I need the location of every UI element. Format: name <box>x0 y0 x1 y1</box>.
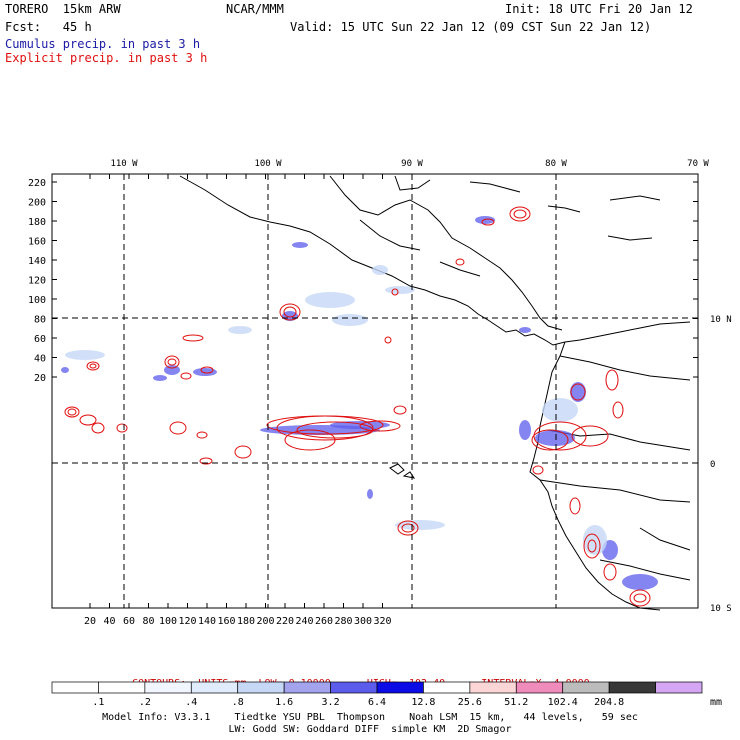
y-tick-label: 140 <box>28 256 46 267</box>
y-tick-label: 80 <box>34 315 46 326</box>
longitude-label: 70 W <box>687 159 709 169</box>
explicit-precip-contours <box>64 206 651 607</box>
x-tick-label: 100 <box>159 616 177 627</box>
explicit-legend-text: Explicit precip. in past 3 h <box>5 51 208 65</box>
colorbar-label: 3.2 <box>322 697 340 708</box>
colorbar-label: 25.6 <box>458 697 482 708</box>
model-info-line: Model Info: V3.3.1 Tiedtke YSU PBL Thomp… <box>102 712 638 723</box>
colorbar-swatch <box>51 681 99 694</box>
cumulus-cell <box>164 365 180 375</box>
forecast-hour: Fcst: 45 h <box>5 20 92 34</box>
x-tick-label: 20 <box>84 616 96 627</box>
colorbar-label: 102.4 <box>548 697 578 708</box>
colorbar-label: .8 <box>232 697 244 708</box>
cumulus-cell <box>519 420 531 440</box>
map-border <box>51 173 699 609</box>
colorbar-swatch <box>190 681 239 694</box>
y-tick-label: 200 <box>28 198 46 209</box>
y-tick-label: 100 <box>28 295 46 306</box>
colorbar-swatch <box>144 681 192 694</box>
colorbar-swatch <box>423 681 471 694</box>
colorbar-swatch <box>376 681 424 694</box>
cumulus-cell <box>519 327 531 333</box>
colorbar-swatch <box>515 681 564 694</box>
colorbar-swatch <box>330 681 378 694</box>
colorbar-label: 6.4 <box>368 697 386 708</box>
colorbar-label: 51.2 <box>504 697 528 708</box>
x-tick-label: 260 <box>315 616 333 627</box>
model-title: TORERO 15km ARW <box>5 2 121 16</box>
colorbar-label: .2 <box>139 697 151 708</box>
y-tick-label: 220 <box>28 178 46 189</box>
y-tick-label: 60 <box>34 334 46 345</box>
x-tick-label: 280 <box>334 616 352 627</box>
cumulus-cell <box>622 574 658 590</box>
x-tick-label: 60 <box>123 616 135 627</box>
y-tick-label: 160 <box>28 237 46 248</box>
valid-time: Valid: 15 UTC Sun 22 Jan 12 (09 CST Sun … <box>290 20 652 34</box>
colorbar-swatch <box>283 681 331 694</box>
colorbar-swatch <box>98 681 146 694</box>
colorbar-label: .1 <box>92 697 104 708</box>
colorbar-label: .4 <box>185 697 197 708</box>
cumulus-cell <box>367 489 373 499</box>
coastlines <box>179 175 691 611</box>
cumulus-cell <box>570 382 586 402</box>
x-tick-label: 80 <box>142 616 154 627</box>
latitude-label: 10 N <box>710 315 732 325</box>
cumulus-cell <box>292 242 308 248</box>
longitude-label: 90 W <box>401 159 423 169</box>
x-tick-label: 200 <box>256 616 274 627</box>
colorbar-swatch <box>655 681 703 694</box>
y-tick-label: 20 <box>34 373 46 384</box>
light-precip-areas <box>65 265 607 555</box>
longitude-label: 80 W <box>545 159 567 169</box>
colorbar-swatch <box>562 681 610 694</box>
colorbar-unit: mm <box>710 697 723 708</box>
cumulus-cell <box>475 216 495 224</box>
x-tick-label: 120 <box>178 616 196 627</box>
latitude-label: 0 <box>710 460 715 470</box>
x-tick-label: 180 <box>237 616 255 627</box>
colorbar-swatch <box>608 681 656 694</box>
center-name: NCAR/MMM <box>226 2 284 16</box>
y-tick-label: 120 <box>28 276 46 287</box>
colorbar-swatch <box>237 681 285 694</box>
cumulus-cell <box>535 430 575 446</box>
longitude-label: 100 W <box>254 159 282 169</box>
colorbar-label: 204.8 <box>594 697 624 708</box>
init-time: Init: 18 UTC Fri 20 Jan 12 <box>505 2 693 16</box>
colorbar-label: 1.6 <box>275 697 293 708</box>
colorbar: .1 .2 .4 .8 1.6 3.2 6.4 12.8 25.6 51.2 102.4 204.8 <box>51 681 703 708</box>
y-tick-label: 180 <box>28 217 46 228</box>
x-tick-label: 320 <box>373 616 391 627</box>
cumulus-cell <box>61 367 69 373</box>
model-physics-line: LW: Godd SW: Goddard DIFF simple KM 2D S… <box>228 724 512 735</box>
colorbar-swatch <box>469 681 517 694</box>
x-tick-label: 220 <box>276 616 294 627</box>
longitude-label: 110 W <box>110 159 138 169</box>
cumulus-cell <box>153 375 167 381</box>
latitude-label: 10 S <box>710 604 732 614</box>
cumulus-legend-text: Cumulus precip. in past 3 h <box>5 37 201 51</box>
y-tick-label: 40 <box>34 354 46 365</box>
cumulus-cell <box>193 368 217 376</box>
x-tick-label: 300 <box>354 616 372 627</box>
x-tick-label: 160 <box>217 616 235 627</box>
x-tick-label: 240 <box>295 616 313 627</box>
colorbar-label: 12.8 <box>411 697 435 708</box>
x-tick-label: 140 <box>198 616 216 627</box>
x-tick-label: 40 <box>103 616 115 627</box>
